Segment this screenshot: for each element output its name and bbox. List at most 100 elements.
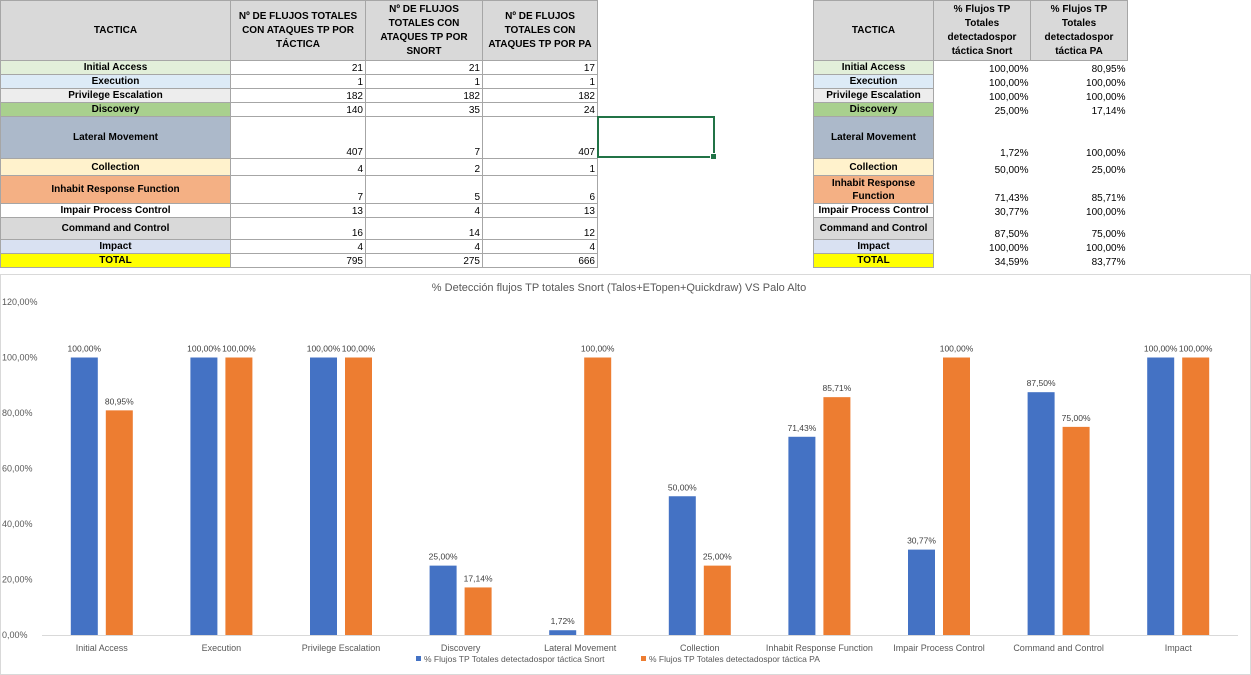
- pa-cell[interactable]: 17: [482, 60, 598, 75]
- total-cell[interactable]: 182: [230, 88, 366, 103]
- total-cell[interactable]: 21: [230, 60, 366, 75]
- tactic-cell[interactable]: Initial Access: [813, 60, 934, 75]
- total-row: TOTAL 34,59% 83,77%: [813, 253, 1128, 268]
- tactic-cell[interactable]: Command and Control: [813, 217, 934, 240]
- pa-cell[interactable]: 100,00%: [1030, 74, 1128, 89]
- pa-cell[interactable]: 25,00%: [1030, 158, 1128, 176]
- tactic-cell[interactable]: TOTAL: [813, 253, 934, 268]
- snort-cell[interactable]: 1,72%: [933, 116, 1031, 159]
- detection-percent-table: TACTICA% Flujos TP Totales detectadospor…: [813, 0, 1128, 268]
- selected-cell[interactable]: [597, 116, 717, 160]
- tactic-cell[interactable]: Collection: [813, 158, 934, 176]
- total-cell[interactable]: 4: [230, 158, 366, 176]
- total-cell[interactable]: 13: [230, 203, 366, 218]
- pa-cell[interactable]: 85,71%: [1030, 175, 1128, 204]
- total-cell[interactable]: 140: [230, 102, 366, 117]
- column-header[interactable]: TACTICA: [0, 0, 231, 61]
- tactic-cell[interactable]: Impair Process Control: [813, 203, 934, 218]
- data-label: 1,72%: [551, 616, 576, 626]
- snort-cell[interactable]: 1: [365, 74, 483, 89]
- snort-cell[interactable]: 4: [365, 203, 483, 218]
- total-cell[interactable]: 407: [230, 116, 366, 159]
- snort-cell[interactable]: 100,00%: [933, 88, 1031, 103]
- total-cell[interactable]: 1: [230, 74, 366, 89]
- total-cell[interactable]: 4: [230, 239, 366, 254]
- snort-cell[interactable]: 25,00%: [933, 102, 1031, 117]
- total-cell[interactable]: 16: [230, 217, 366, 240]
- snort-cell[interactable]: 275: [365, 253, 483, 268]
- snort-cell[interactable]: 7: [365, 116, 483, 159]
- total-cell[interactable]: 7: [230, 175, 366, 204]
- tactic-cell[interactable]: Execution: [813, 74, 934, 89]
- snort-cell[interactable]: 14: [365, 217, 483, 240]
- bar-snort: [1147, 357, 1175, 635]
- pa-cell[interactable]: 17,14%: [1030, 102, 1128, 117]
- tactic-cell[interactable]: Collection: [0, 158, 231, 176]
- column-header[interactable]: Nº DE FLUJOS TOTALES CON ATAQUES TP POR …: [365, 0, 483, 61]
- bar-snort: [908, 549, 935, 635]
- tactic-cell[interactable]: Lateral Movement: [813, 116, 934, 159]
- snort-cell[interactable]: 2: [365, 158, 483, 176]
- data-label: 17,14%: [464, 573, 493, 583]
- pa-cell[interactable]: 100,00%: [1030, 239, 1128, 254]
- tactic-cell[interactable]: Discovery: [0, 102, 231, 117]
- bar-snort: [668, 496, 696, 635]
- pa-cell[interactable]: 100,00%: [1030, 203, 1128, 218]
- table-row: Discovery 140 35 24: [0, 102, 598, 117]
- table-row: Inhabit Response Function 71,43% 85,71%: [813, 175, 1128, 204]
- snort-cell[interactable]: 182: [365, 88, 483, 103]
- tactic-cell[interactable]: Discovery: [813, 102, 934, 117]
- pa-cell[interactable]: 80,95%: [1030, 60, 1128, 75]
- bar-pa: [703, 565, 731, 635]
- x-tick-label: Inhabit Response Function: [766, 643, 873, 653]
- tactic-cell[interactable]: Inhabit Response Function: [813, 175, 934, 204]
- column-header[interactable]: TACTICA: [813, 0, 934, 61]
- tactic-cell[interactable]: Impact: [813, 239, 934, 254]
- snort-cell[interactable]: 71,43%: [933, 175, 1031, 204]
- snort-cell[interactable]: 4: [365, 239, 483, 254]
- pa-cell[interactable]: 4: [482, 239, 598, 254]
- snort-cell[interactable]: 50,00%: [933, 158, 1031, 176]
- column-header[interactable]: Nº DE FLUJOS TOTALES CON ATAQUES TP POR …: [482, 0, 598, 61]
- pa-cell[interactable]: 13: [482, 203, 598, 218]
- pa-cell[interactable]: 6: [482, 175, 598, 204]
- tactic-cell[interactable]: Lateral Movement: [0, 116, 231, 159]
- y-tick-label: 80,00%: [2, 408, 33, 418]
- snort-cell[interactable]: 100,00%: [933, 239, 1031, 254]
- snort-cell[interactable]: 100,00%: [933, 60, 1031, 75]
- column-header[interactable]: % Flujos TP Totales detectadospor táctic…: [1030, 0, 1128, 61]
- pa-cell[interactable]: 100,00%: [1030, 116, 1128, 159]
- column-header[interactable]: Nº DE FLUJOS TOTALES CON ATAQUES TP POR …: [230, 0, 366, 61]
- data-label: 25,00%: [703, 552, 732, 562]
- tactic-cell[interactable]: Command and Control: [0, 217, 231, 240]
- tactic-cell[interactable]: Execution: [0, 74, 231, 89]
- pa-cell[interactable]: 1: [482, 74, 598, 89]
- pa-cell[interactable]: 407: [482, 116, 598, 159]
- pa-cell[interactable]: 75,00%: [1030, 217, 1128, 240]
- pa-cell[interactable]: 1: [482, 158, 598, 176]
- tactic-cell[interactable]: Impair Process Control: [0, 203, 231, 218]
- pa-cell[interactable]: 83,77%: [1030, 253, 1128, 268]
- pa-cell[interactable]: 24: [482, 102, 598, 117]
- total-cell[interactable]: 795: [230, 253, 366, 268]
- snort-cell[interactable]: 34,59%: [933, 253, 1031, 268]
- tactic-cell[interactable]: Initial Access: [0, 60, 231, 75]
- tactic-cell[interactable]: Impact: [0, 239, 231, 254]
- column-header[interactable]: % Flujos TP Totales detectadospor táctic…: [933, 0, 1031, 61]
- pa-cell[interactable]: 666: [482, 253, 598, 268]
- table-row: Impair Process Control 30,77% 100,00%: [813, 203, 1128, 218]
- pa-cell[interactable]: 12: [482, 217, 598, 240]
- bar-pa: [105, 410, 133, 635]
- snort-cell[interactable]: 87,50%: [933, 217, 1031, 240]
- snort-cell[interactable]: 5: [365, 175, 483, 204]
- pa-cell[interactable]: 182: [482, 88, 598, 103]
- tactic-cell[interactable]: Inhabit Response Function: [0, 175, 231, 204]
- tactic-cell[interactable]: Privilege Escalation: [813, 88, 934, 103]
- tactic-cell[interactable]: Privilege Escalation: [0, 88, 231, 103]
- snort-cell[interactable]: 30,77%: [933, 203, 1031, 218]
- tactic-cell[interactable]: TOTAL: [0, 253, 231, 268]
- pa-cell[interactable]: 100,00%: [1030, 88, 1128, 103]
- snort-cell[interactable]: 21: [365, 60, 483, 75]
- snort-cell[interactable]: 100,00%: [933, 74, 1031, 89]
- snort-cell[interactable]: 35: [365, 102, 483, 117]
